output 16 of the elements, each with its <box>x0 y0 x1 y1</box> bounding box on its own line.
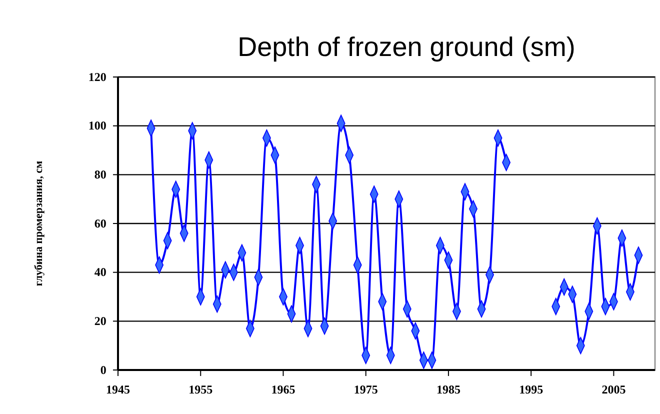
y-tick-label: 40 <box>94 265 106 280</box>
x-tick-label: 1945 <box>106 382 130 396</box>
y-axis-title: глубина промерзания, см <box>33 160 45 286</box>
x-tick-label: 1995 <box>519 382 544 396</box>
x-tick-label: 1965 <box>271 382 296 396</box>
y-tick-label: 100 <box>88 118 106 133</box>
y-tick-label: 0 <box>100 362 106 377</box>
x-tick-label: 1985 <box>436 382 460 396</box>
y-tick-label: 20 <box>94 314 106 328</box>
y-tick-label: 120 <box>88 70 106 84</box>
y-tick-label: 80 <box>94 168 106 182</box>
x-tick-label: 2005 <box>602 382 626 396</box>
x-tick-label: 1975 <box>354 382 378 396</box>
y-tick-label: 60 <box>94 216 106 230</box>
x-tick-label: 1955 <box>188 382 213 396</box>
chart-title: Depth of frozen ground (sm) <box>238 32 576 62</box>
